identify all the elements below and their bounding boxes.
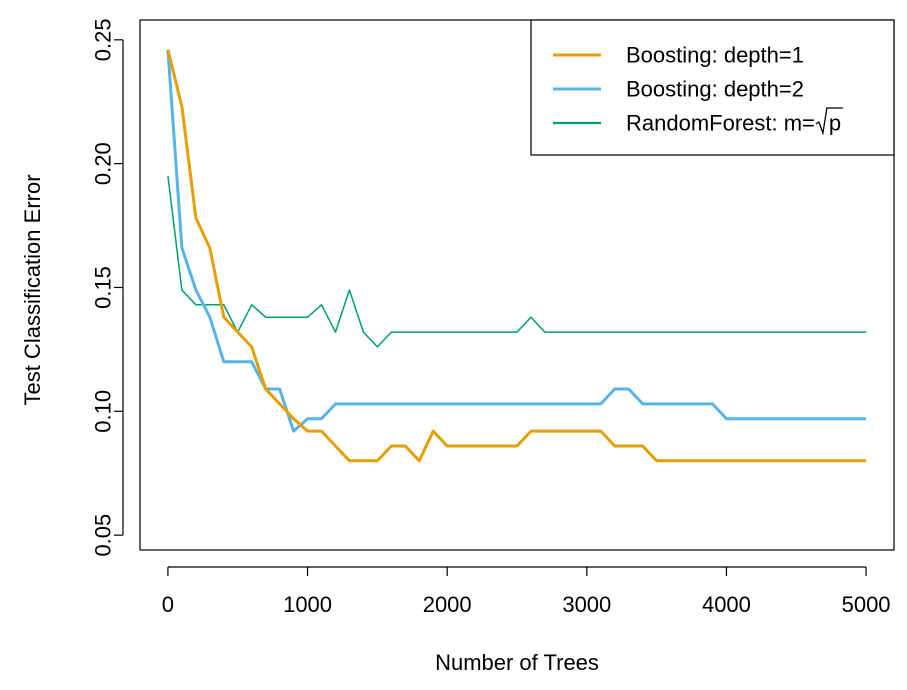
x-tick-label: 1000 [283, 592, 332, 617]
legend: Boosting: depth=1 Boosting: depth=2 Random… [530, 19, 895, 156]
y-tick-label: 0.05 [91, 514, 116, 557]
legend-label-2: RandomForest: m= [626, 111, 815, 136]
y-axis-title: Test Classification Error [20, 174, 45, 405]
y-tick-label: 0.15 [91, 266, 116, 309]
y-tick-label: 0.25 [91, 18, 116, 61]
x-tick-label: 5000 [842, 592, 891, 617]
series-line-1 [166, 49, 867, 433]
series-layer [166, 49, 867, 463]
radical-sign-icon [815, 107, 843, 136]
x-tick-label: 0 [162, 592, 174, 617]
x-tick-label: 4000 [702, 592, 751, 617]
series-line-2 [167, 175, 867, 348]
series-line-0 [166, 49, 867, 463]
legend-label-1: Boosting: depth=2 [626, 77, 804, 102]
x-tick-label: 2000 [423, 592, 472, 617]
plot-frame [139, 19, 895, 551]
x-axis: 0 1000 2000 3000 4000 5000 [162, 566, 891, 617]
y-axis: 0.05 0.10 0.15 0.20 0.25 [91, 18, 124, 557]
legend-label-0: Boosting: depth=1 [626, 43, 804, 68]
x-axis-title: Number of Trees [435, 650, 599, 675]
y-tick-label: 0.20 [91, 142, 116, 185]
y-tick-label: 0.10 [91, 390, 116, 433]
legend-radicand: p [829, 111, 841, 136]
x-tick-label: 3000 [562, 592, 611, 617]
